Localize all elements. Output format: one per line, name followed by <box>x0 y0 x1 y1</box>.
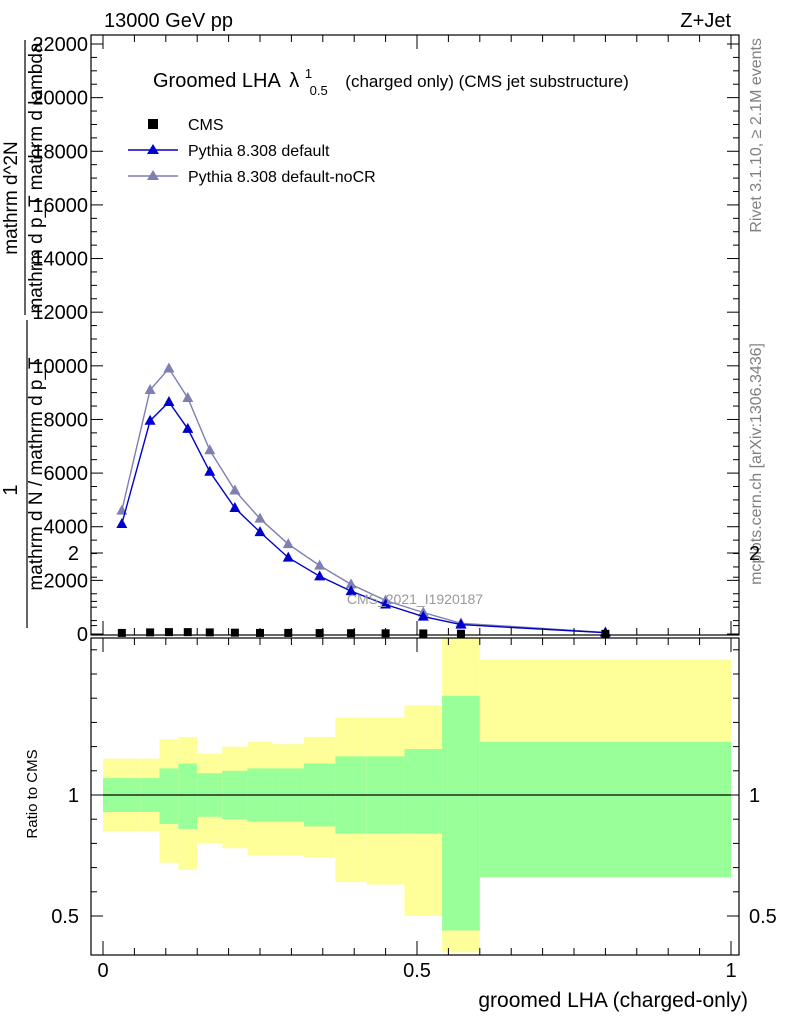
legend-label-default: Pythia 8.308 default <box>188 143 330 160</box>
ratio-frame <box>90 637 740 956</box>
header-left-label: 13000 GeV pp <box>104 10 233 32</box>
ylabel-one: 1 <box>0 484 22 495</box>
main-ytick-label-8: 16000 <box>32 195 88 217</box>
main-ytick-label-9: 18000 <box>32 141 88 163</box>
series-2-point-6 <box>254 512 266 523</box>
series-line-1 <box>121 400 606 634</box>
main-ytick-label-11: 22000 <box>32 34 88 56</box>
series-2-point-1 <box>144 383 156 394</box>
main-title-subscript: 0.5 <box>310 83 328 98</box>
series-line-2 <box>121 367 606 634</box>
ratio-ytick-label-right-0: 0.5 <box>749 906 777 928</box>
main-panel-marks <box>116 362 611 638</box>
main-title-lambda: λ <box>289 70 299 92</box>
ratio-panel-axes: 0.5 0.5 1 1 2 2 0 0.5 1 <box>51 543 777 982</box>
ratio-y-axis-label: Ratio to CMS <box>24 749 41 838</box>
cms-point-7 <box>284 628 293 637</box>
ylabel-numerator-denominator: mathrm d p_T mathrm d lambda <box>26 42 47 313</box>
series-2-point-4 <box>204 444 216 455</box>
ratio-inner-band-11 <box>404 749 443 834</box>
main-ytick-label-5: 10000 <box>32 356 88 378</box>
series-1-point-1 <box>144 414 156 425</box>
legend-marker-nocr <box>147 170 159 180</box>
ratio-ytick-label-0: 0.5 <box>51 906 79 928</box>
x-axis-label: groomed LHA (charged-only) <box>478 989 748 1012</box>
series-1-point-2 <box>163 396 175 407</box>
ratio-inner-band-2 <box>159 768 179 825</box>
series-1-point-4 <box>204 465 216 476</box>
ratio-inner-band-12 <box>442 695 480 931</box>
cms-point-8 <box>315 629 324 638</box>
ylabel-denominator: mathrm d N / mathrm d p_T <box>26 357 47 591</box>
cms-point-5 <box>230 628 239 637</box>
series-1-point-8 <box>314 570 326 581</box>
main-panel-axes: 0 2000 4000 6000 8000 10000 12000 14000 16000 180… <box>32 34 740 646</box>
series-1-point-11 <box>417 610 429 621</box>
legend-label-nocr: Pythia 8.308 default-noCR <box>188 169 376 186</box>
series-2-point-7 <box>282 538 294 549</box>
cms-point-11 <box>419 629 428 638</box>
ratio-ytick-label-1: 1 <box>68 785 79 807</box>
ratio-panel-bands <box>103 638 731 953</box>
series-1-point-10 <box>380 598 392 609</box>
main-ytick-label-0: 0 <box>77 624 88 646</box>
series-2-point-5 <box>229 484 241 495</box>
ratio-inner-band-3 <box>178 763 198 829</box>
series-1-point-7 <box>282 551 294 562</box>
legend-marker-default <box>147 144 159 154</box>
cms-point-12 <box>456 629 465 638</box>
x-tick-label-1: 0.5 <box>403 960 431 982</box>
main-title-rest: (charged only) (CMS jet substructure) <box>345 72 628 91</box>
cms-point-3 <box>183 628 192 637</box>
series-2-point-3 <box>182 392 194 402</box>
series-2-point-9 <box>345 578 357 589</box>
series-1-point-12 <box>455 618 467 629</box>
x-tick-label-0: 0 <box>97 960 108 982</box>
main-ytick-label-7: 14000 <box>32 249 88 271</box>
main-ytick-label-4: 8000 <box>44 409 89 431</box>
main-ytick-label-3: 6000 <box>44 463 89 485</box>
main-y-axis-label: 1 mathrm d N / mathrm d p_T mathrm d^2N … <box>0 40 47 628</box>
ratio-ytick-label-right-1: 1 <box>749 785 760 807</box>
series-1-point-3 <box>182 422 194 433</box>
mcplots-label: mcplots.cern.ch [arXiv:1306.3436] <box>748 343 765 585</box>
series-2-point-8 <box>314 559 326 570</box>
x-tick-label-2: 1 <box>725 960 736 982</box>
legend: CMS Pythia 8.308 default Pythia 8.308 de… <box>128 117 376 186</box>
cms-point-0 <box>117 628 126 637</box>
cms-point-1 <box>146 628 155 637</box>
main-title: Groomed LHA λ 1 0.5 (charged only) (CMS … <box>153 61 629 100</box>
series-2-point-2 <box>163 362 175 373</box>
ratio-ytick-label-right-2: 2 <box>749 543 760 565</box>
main-title-superscript: 1 <box>305 66 312 81</box>
cms-point-9 <box>347 629 356 638</box>
cms-point-2 <box>164 628 173 637</box>
header-right-label: Z+Jet <box>680 10 731 32</box>
main-ytick-label-2: 4000 <box>44 517 89 539</box>
series-1-point-5 <box>229 501 241 512</box>
ratio-inner-band-13 <box>479 741 731 878</box>
series-1-point-9 <box>345 585 357 596</box>
main-ytick-label-10: 20000 <box>32 88 88 110</box>
ylabel-numerator: mathrm d^2N <box>1 141 22 254</box>
analysis-watermark: CMS_2021_I1920187 <box>347 591 483 607</box>
series-1-point-0 <box>116 518 128 529</box>
cms-point-4 <box>205 628 214 637</box>
ratio-ytick-label-2: 2 <box>68 543 79 565</box>
series-1-point-6 <box>254 526 266 537</box>
main-ytick-label-6: 12000 <box>32 302 88 324</box>
main-title-text: Groomed LHA <box>153 70 281 92</box>
legend-marker-cms <box>148 119 158 129</box>
main-frame <box>90 34 740 636</box>
main-ytick-label-1: 2000 <box>44 570 89 592</box>
rivet-version-label: Rivet 3.1.10, ≥ 2.1M events <box>748 38 765 233</box>
legend-label-cms: CMS <box>188 117 224 134</box>
